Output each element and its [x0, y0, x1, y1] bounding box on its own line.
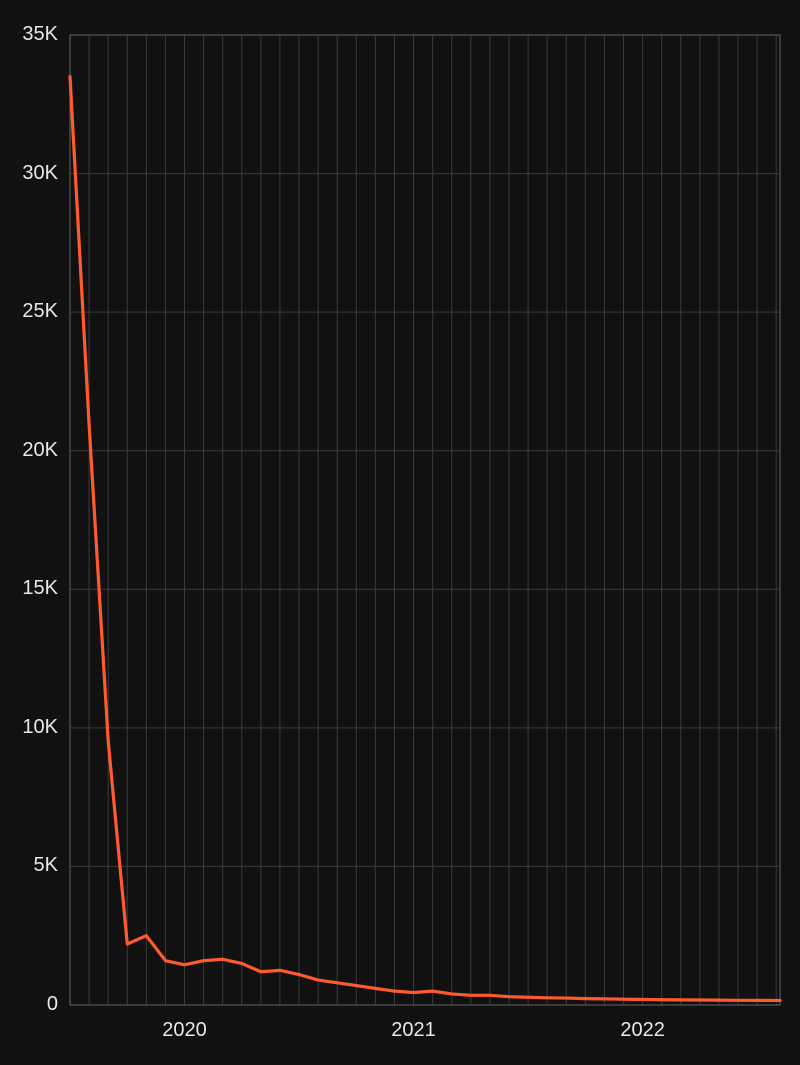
y-tick-label: 25K: [22, 300, 58, 323]
y-tick-label: 15K: [22, 577, 58, 600]
chart-svg: [0, 0, 800, 1065]
y-tick-label: 20K: [22, 439, 58, 462]
y-tick-label: 35K: [22, 23, 58, 46]
x-tick-label: 2022: [613, 1019, 673, 1042]
y-tick-label: 5K: [34, 854, 58, 877]
y-tick-label: 30K: [22, 162, 58, 185]
line-chart: 0 5K 10K 15K 20K 25K 30K 35K 2020 2021 2022: [0, 0, 800, 1065]
main-series: [70, 77, 780, 1001]
x-tick-label: 2020: [155, 1019, 215, 1042]
plot-border: [70, 35, 780, 1005]
y-tick-label: 10K: [22, 716, 58, 739]
x-tick-label: 2021: [384, 1019, 444, 1042]
y-tick-label: 0: [47, 993, 58, 1016]
